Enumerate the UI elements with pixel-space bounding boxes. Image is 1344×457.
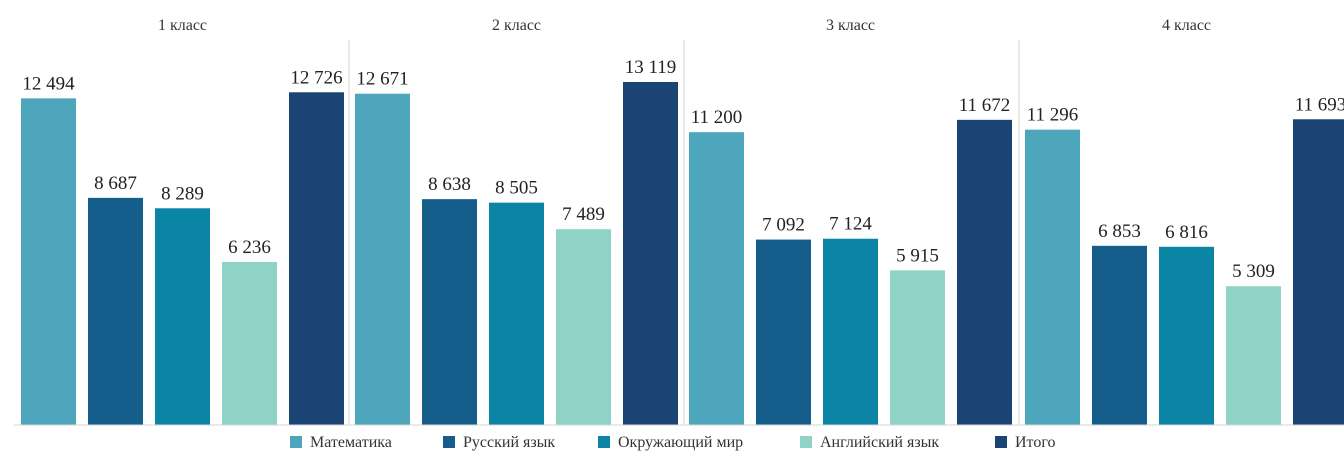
value-label-3-5: 11 672 <box>959 95 1011 116</box>
value-label-4-2: 6 853 <box>1098 221 1141 242</box>
group-label-2: 2 класс <box>492 17 541 34</box>
legend-swatch-1 <box>290 436 302 448</box>
value-label-3-3: 7 124 <box>829 214 872 235</box>
bar-4-3 <box>1159 246 1214 425</box>
value-label-1-5: 12 726 <box>290 67 342 88</box>
bar-4-2 <box>1092 245 1147 425</box>
legend-swatch-2 <box>443 436 455 448</box>
bar-1-4 <box>222 261 277 425</box>
value-label-4-5: 11 693 <box>1295 94 1344 115</box>
bar-2-1 <box>355 93 410 426</box>
value-label-4-1: 11 296 <box>1027 105 1079 126</box>
value-label-3-2: 7 092 <box>762 215 805 236</box>
legend-label-1: Математика <box>310 434 392 451</box>
bar-3-3 <box>823 238 878 425</box>
bar-1-1 <box>21 98 76 425</box>
bar-3-5 <box>957 119 1012 426</box>
bar-3-4 <box>890 270 945 425</box>
legend-swatch-5 <box>995 436 1007 448</box>
value-label-2-2: 8 638 <box>428 174 471 195</box>
group-label-4: 4 класс <box>1162 17 1211 34</box>
legend-label-3: Окружающий мир <box>618 434 743 451</box>
value-label-2-4: 7 489 <box>562 204 605 225</box>
value-label-2-3: 8 505 <box>495 178 538 199</box>
value-label-3-4: 5 915 <box>896 245 939 266</box>
bar-2-5 <box>623 82 678 425</box>
legend-item-3: Окружающий мир <box>598 434 743 451</box>
bar-1-3 <box>155 208 210 425</box>
value-label-4-3: 6 816 <box>1165 222 1208 243</box>
bar-1-5 <box>289 92 344 426</box>
bar-3-1 <box>689 132 744 426</box>
group-label-1: 1 класс <box>158 17 207 34</box>
bar-2-3 <box>489 202 544 425</box>
value-label-1-4: 6 236 <box>228 237 271 258</box>
legend-item-2: Русский язык <box>443 434 555 451</box>
group-separators <box>348 40 1020 425</box>
value-label-4-4: 5 309 <box>1232 261 1275 282</box>
value-label-2-5: 13 119 <box>625 57 677 78</box>
bar-2-4 <box>556 229 611 425</box>
legend-item-5: Итого <box>995 434 1056 451</box>
value-label-1-3: 8 289 <box>161 183 204 204</box>
legend-item-4: Английский язык <box>800 434 939 451</box>
group-labels: 1 класс 2 класс 3 класс 4 класс <box>158 17 1211 34</box>
bar-4-4 <box>1226 286 1281 425</box>
value-label-3-1: 11 200 <box>691 107 743 128</box>
legend-label-5: Итого <box>1015 434 1056 451</box>
value-label-1-2: 8 687 <box>94 173 137 194</box>
bar-3-2 <box>756 239 811 425</box>
legend-label-2: Русский язык <box>463 434 555 451</box>
value-label-1-1: 12 494 <box>22 73 75 94</box>
bar-4-5 <box>1293 119 1344 426</box>
group-label-3: 3 класс <box>826 17 875 34</box>
bars <box>21 82 1344 426</box>
legend: Математика Русский язык Окружающий мир Англ… <box>290 434 1056 451</box>
legend-item-1: Математика <box>290 434 392 451</box>
bar-4-1 <box>1025 129 1080 426</box>
legend-swatch-4 <box>800 436 812 448</box>
bar-1-2 <box>88 197 143 425</box>
bar-2-2 <box>422 199 477 425</box>
legend-label-4: Английский язык <box>820 434 939 451</box>
value-label-2-1: 12 671 <box>356 69 408 90</box>
legend-swatch-3 <box>598 436 610 448</box>
value-labels: 12 494 8 687 8 289 6 236 12 726 12 671 8 638 8 … <box>22 57 1344 282</box>
